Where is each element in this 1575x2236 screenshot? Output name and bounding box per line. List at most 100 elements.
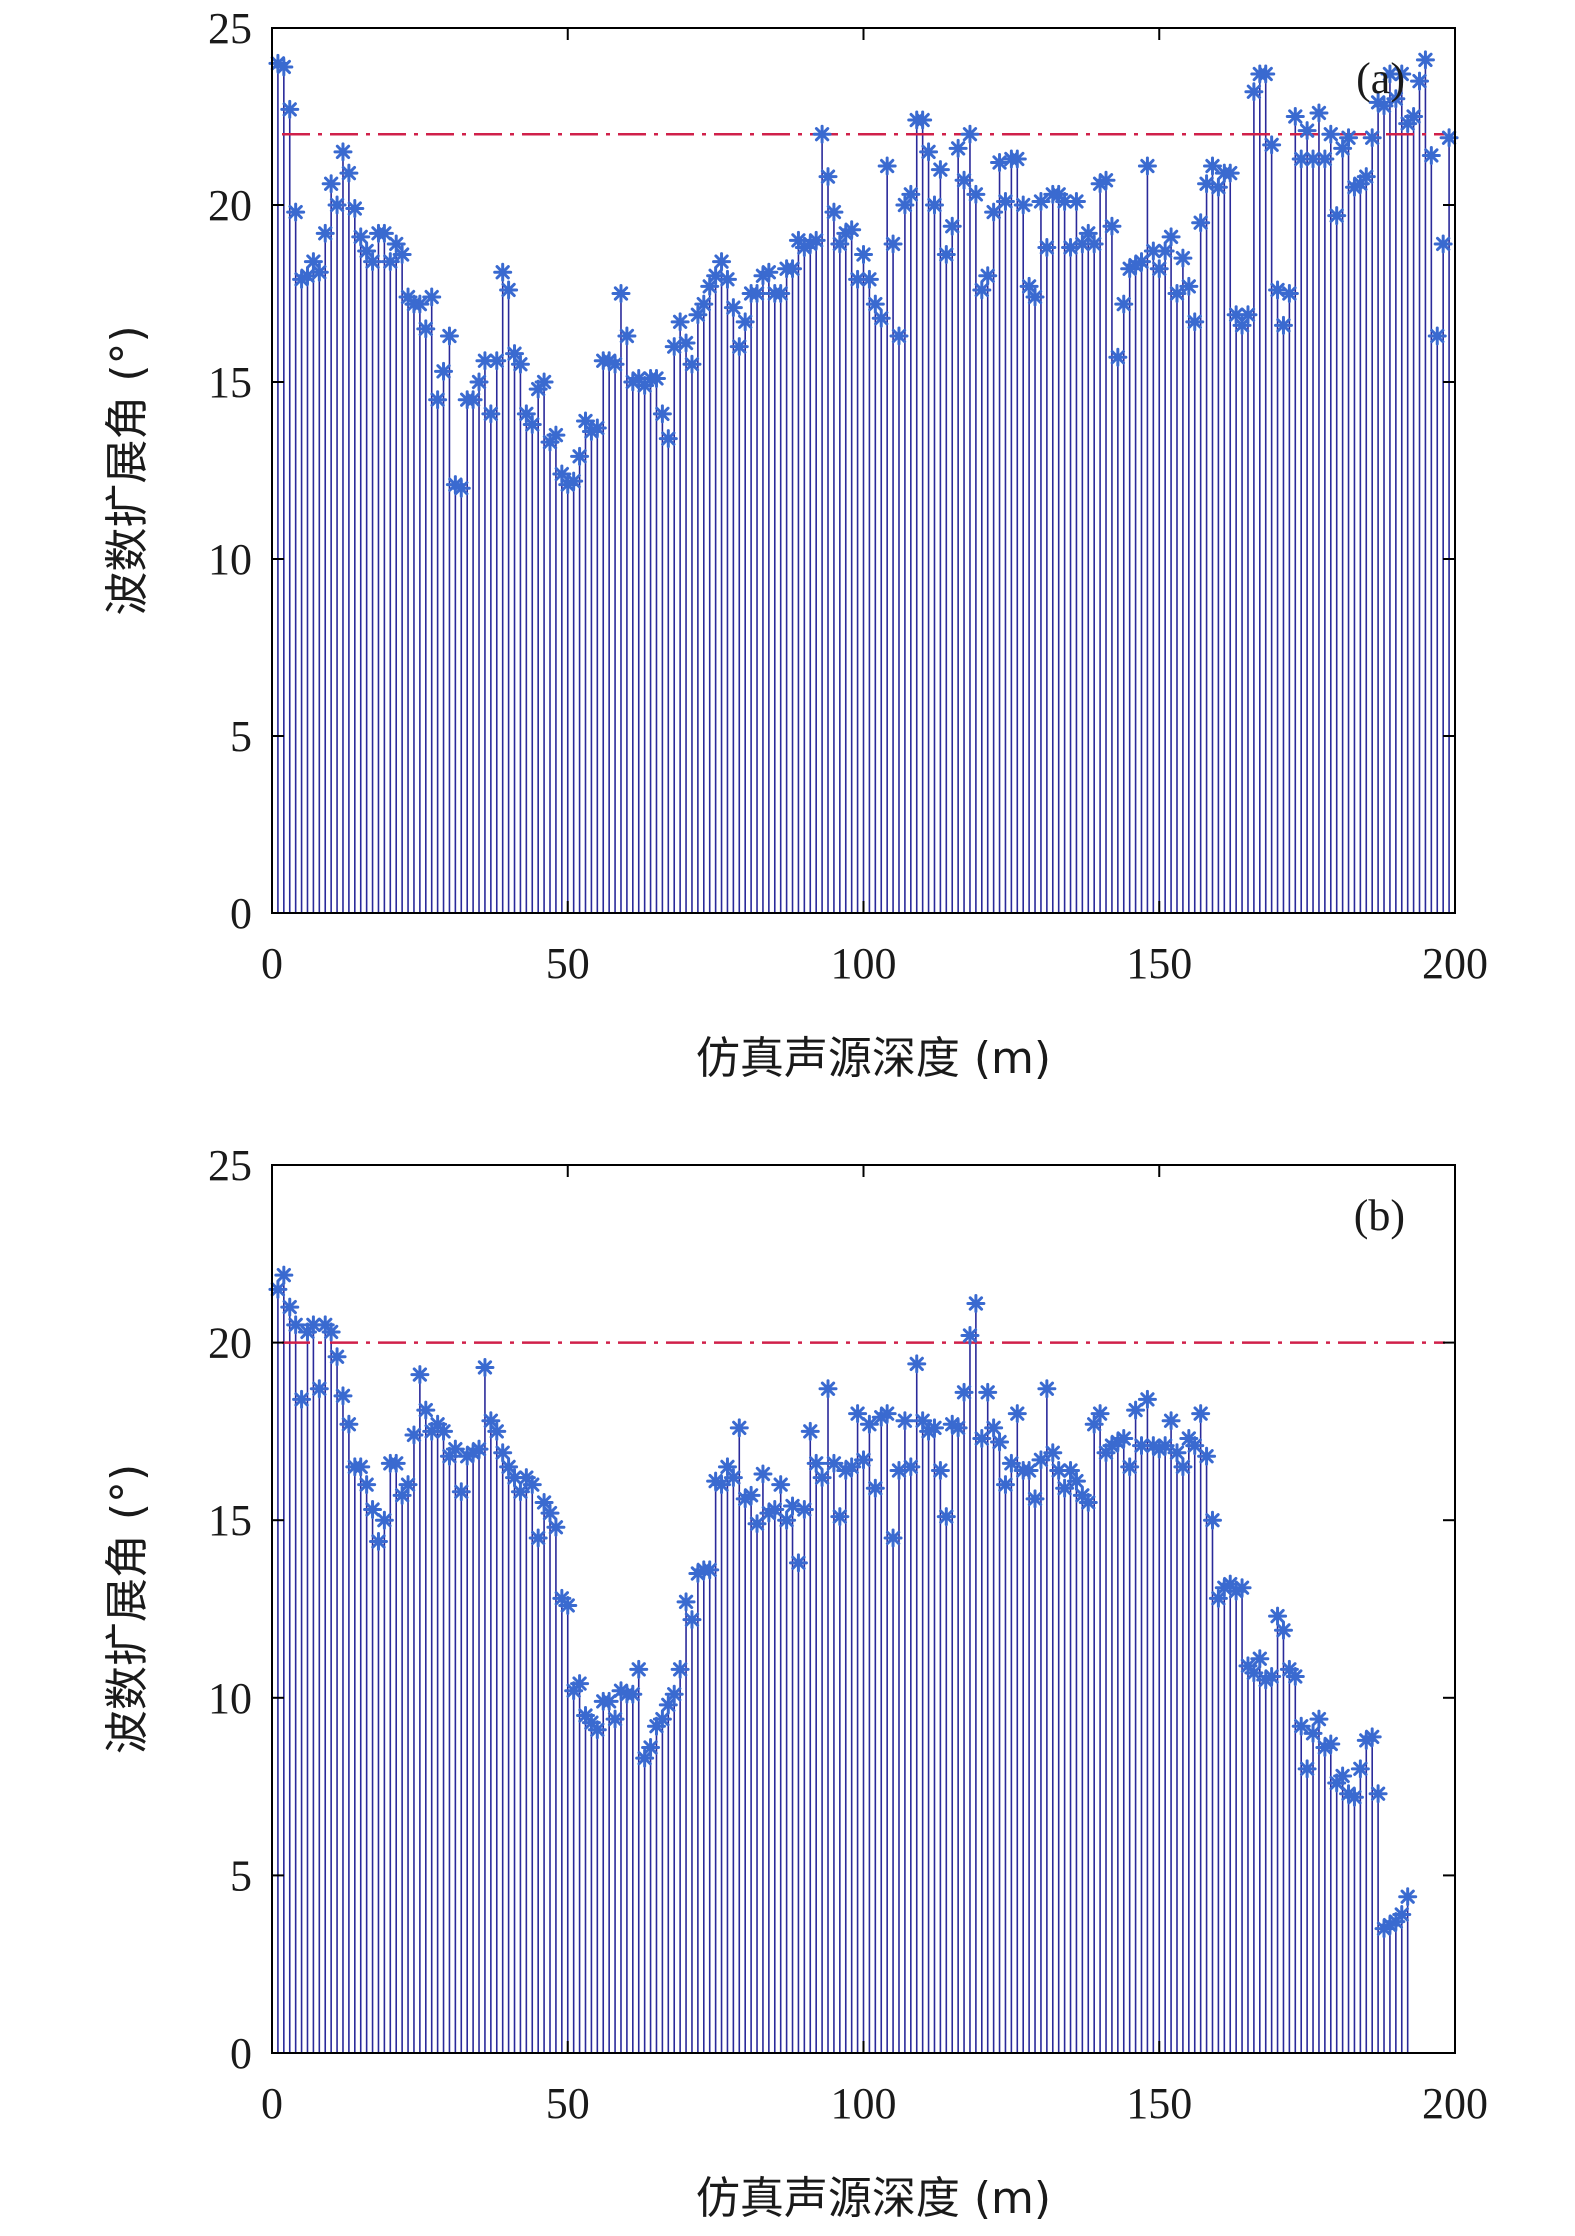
data-point-113 bbox=[930, 1460, 950, 1480]
data-point-138 bbox=[1078, 1492, 1098, 1512]
data-point-154 bbox=[1173, 1457, 1193, 1477]
data-point-58 bbox=[605, 354, 625, 374]
data-point-118 bbox=[960, 124, 980, 144]
stems-group bbox=[277, 59, 1450, 913]
data-point-142 bbox=[1102, 216, 1122, 236]
data-point-16 bbox=[357, 241, 377, 261]
data-point-165 bbox=[1238, 305, 1258, 325]
data-point-182 bbox=[1339, 128, 1359, 148]
data-point-99 bbox=[848, 1404, 868, 1424]
data-point-78 bbox=[723, 298, 743, 318]
data-point-102 bbox=[865, 294, 885, 314]
data-point-168 bbox=[1256, 64, 1276, 84]
data-point-141 bbox=[1096, 170, 1116, 190]
data-point-114 bbox=[936, 1507, 956, 1527]
data-point-59 bbox=[611, 284, 631, 303]
data-point-57 bbox=[599, 1691, 619, 1711]
data-point-198 bbox=[1433, 234, 1453, 254]
data-point-85 bbox=[765, 1500, 785, 1520]
data-point-111 bbox=[919, 142, 939, 162]
data-point-93 bbox=[812, 1468, 832, 1488]
data-point-154 bbox=[1173, 248, 1193, 268]
data-point-105 bbox=[883, 1528, 903, 1548]
data-point-48 bbox=[546, 425, 566, 445]
data-point-94 bbox=[818, 167, 838, 187]
x-tick-label: 100 bbox=[831, 2079, 897, 2128]
data-point-186 bbox=[1362, 1727, 1382, 1747]
y-tick-label: 5 bbox=[230, 712, 252, 761]
data-point-183 bbox=[1344, 1787, 1364, 1807]
data-point-107 bbox=[895, 195, 915, 215]
data-point-77 bbox=[717, 1457, 737, 1477]
data-point-13 bbox=[339, 163, 359, 183]
data-point-34 bbox=[463, 390, 483, 410]
data-point-71 bbox=[682, 354, 702, 374]
data-point-67 bbox=[658, 429, 678, 449]
data-point-84 bbox=[759, 262, 779, 282]
x-tick-label: 0 bbox=[261, 2079, 283, 2128]
data-point-118 bbox=[960, 1325, 980, 1345]
data-point-187 bbox=[1368, 1784, 1388, 1804]
data-point-117 bbox=[954, 170, 974, 190]
data-point-173 bbox=[1285, 1666, 1305, 1686]
data-point-178 bbox=[1315, 149, 1335, 169]
data-point-135 bbox=[1061, 1460, 1081, 1480]
data-point-40 bbox=[499, 280, 519, 300]
data-point-12 bbox=[333, 1386, 353, 1406]
data-point-22 bbox=[392, 245, 412, 265]
data-point-171 bbox=[1273, 315, 1293, 335]
data-point-105 bbox=[883, 234, 903, 254]
data-point-28 bbox=[428, 390, 448, 410]
data-point-179 bbox=[1321, 1734, 1341, 1754]
data-point-82 bbox=[747, 1514, 767, 1534]
data-point-46 bbox=[534, 372, 554, 392]
y-tick-label: 0 bbox=[230, 889, 252, 938]
data-point-158 bbox=[1197, 174, 1217, 194]
data-point-143 bbox=[1108, 347, 1128, 367]
data-point-23 bbox=[398, 1475, 418, 1495]
data-point-172 bbox=[1279, 284, 1299, 303]
data-point-158 bbox=[1197, 1446, 1217, 1466]
data-point-102 bbox=[865, 1478, 885, 1498]
data-point-58 bbox=[605, 1709, 625, 1729]
data-point-104 bbox=[877, 156, 897, 176]
y-tick-label: 20 bbox=[208, 1319, 252, 1368]
data-point-177 bbox=[1309, 1709, 1329, 1729]
data-point-177 bbox=[1309, 103, 1329, 123]
data-point-157 bbox=[1191, 213, 1211, 233]
data-point-92 bbox=[806, 1453, 826, 1473]
data-point-115 bbox=[942, 216, 962, 236]
data-point-123 bbox=[990, 1432, 1010, 1452]
data-point-39 bbox=[493, 262, 513, 282]
data-point-45 bbox=[528, 1528, 548, 1548]
data-point-109 bbox=[907, 1354, 927, 1374]
y-tick-label: 10 bbox=[208, 1674, 252, 1723]
data-point-76 bbox=[712, 1475, 732, 1495]
data-point-188 bbox=[1374, 96, 1394, 116]
data-point-101 bbox=[859, 1414, 879, 1434]
data-point-131 bbox=[1037, 237, 1057, 257]
data-point-69 bbox=[670, 312, 690, 332]
data-point-51 bbox=[564, 471, 584, 491]
data-point-15 bbox=[351, 227, 371, 247]
data-point-94 bbox=[818, 1379, 838, 1399]
x-tick-label: 150 bbox=[1126, 939, 1192, 988]
data-point-129 bbox=[1025, 287, 1045, 307]
data-point-176 bbox=[1303, 1723, 1323, 1743]
y-tick-label: 25 bbox=[208, 1141, 252, 1190]
data-point-185 bbox=[1356, 167, 1376, 187]
data-point-135 bbox=[1061, 237, 1081, 257]
data-point-108 bbox=[901, 1457, 921, 1477]
data-point-155 bbox=[1179, 276, 1199, 296]
y-tick-label: 25 bbox=[208, 4, 252, 53]
data-point-153 bbox=[1167, 284, 1187, 303]
data-point-38 bbox=[487, 351, 507, 371]
x-tick-label: 100 bbox=[831, 939, 897, 988]
data-point-171 bbox=[1273, 1620, 1293, 1640]
data-point-125 bbox=[1001, 1453, 1021, 1473]
data-point-32 bbox=[451, 478, 471, 498]
data-point-179 bbox=[1321, 124, 1341, 144]
x-tick-label: 50 bbox=[546, 939, 590, 988]
data-point-100 bbox=[854, 245, 873, 265]
data-point-199 bbox=[1439, 128, 1459, 148]
